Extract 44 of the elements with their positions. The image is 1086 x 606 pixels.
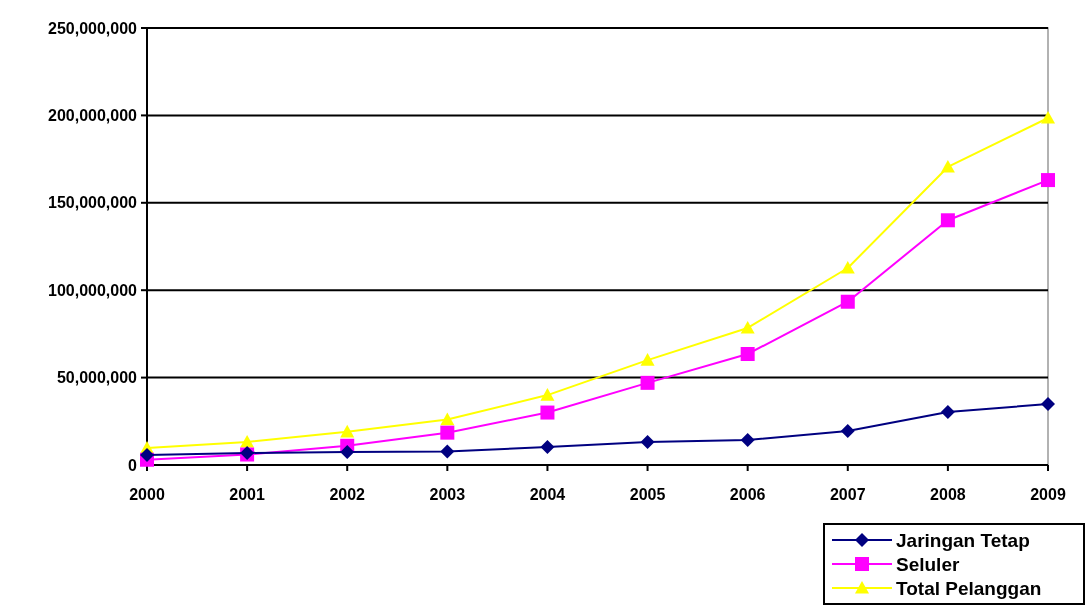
point xyxy=(540,405,555,420)
point xyxy=(140,448,154,463)
point xyxy=(640,434,655,449)
y-tick-label: 250,000,000 xyxy=(48,19,138,37)
x-tick-label: 2009 xyxy=(1030,486,1066,503)
point xyxy=(940,159,955,173)
point xyxy=(940,213,955,228)
point xyxy=(840,261,855,274)
x-tick-label: 2005 xyxy=(629,486,666,503)
point xyxy=(340,445,355,460)
x-tick-label: 2007 xyxy=(829,486,866,503)
legend-label: Total Pelanggan xyxy=(896,577,1042,599)
x-tick-label: 2008 xyxy=(930,486,966,503)
y-tick-label: 50,000,000 xyxy=(56,369,138,387)
x-tick-label: 2001 xyxy=(229,486,266,503)
point xyxy=(540,388,555,401)
point xyxy=(840,294,855,309)
point xyxy=(1041,111,1055,124)
point xyxy=(440,425,455,440)
y-tick-label: 100,000,000 xyxy=(48,281,138,299)
point xyxy=(440,444,455,459)
point xyxy=(940,405,955,420)
point xyxy=(640,353,655,366)
y-tick-label: 150,000,000 xyxy=(48,194,138,212)
y-tick-label: 0 xyxy=(128,456,138,474)
x-tick-label: 2004 xyxy=(529,486,566,503)
point xyxy=(740,320,755,334)
point xyxy=(840,423,855,438)
x-tick-label: 2003 xyxy=(429,486,466,503)
point xyxy=(340,424,355,438)
point xyxy=(240,434,255,448)
point xyxy=(440,412,455,426)
point xyxy=(540,440,555,454)
point xyxy=(740,433,755,447)
x-tick-label: 2006 xyxy=(729,486,766,503)
point xyxy=(1041,396,1055,411)
legend-label: Jaringan Tetap xyxy=(896,529,1030,551)
x-tick-label: 2002 xyxy=(329,486,366,503)
legend-label: Seluler xyxy=(896,553,960,575)
point xyxy=(740,347,755,361)
point xyxy=(1041,173,1055,188)
y-tick-label: 200,000,000 xyxy=(48,107,138,124)
point xyxy=(640,375,655,390)
x-tick-label: 2000 xyxy=(129,486,165,503)
